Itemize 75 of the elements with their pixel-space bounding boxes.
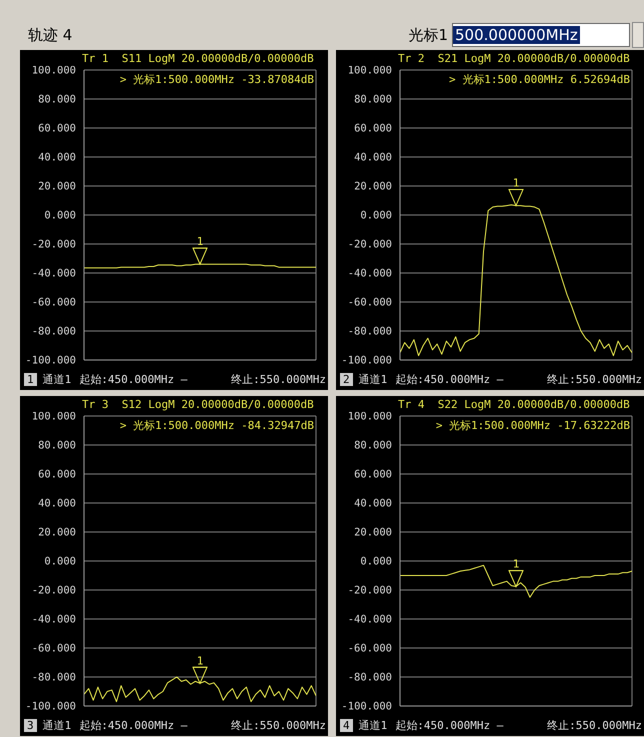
text: 3 [24, 719, 37, 732]
annotation: > 光标1:500.000MHz 6.52694dB [449, 72, 630, 87]
y-tick-label: -80.000 [348, 326, 392, 338]
chart-title: Tr 3 S12 LogM 20.00000dB/0.00000dB [82, 398, 314, 411]
y-tick-label: 80.000 [38, 94, 76, 106]
y-tick-label: 40.000 [354, 152, 392, 164]
text: 终止:550.000MHz [231, 372, 326, 387]
y-tick-label: -60.000 [32, 642, 76, 655]
y-tick-label: -20.000 [348, 584, 392, 597]
text: 通道1 [358, 372, 388, 387]
y-tick-label: 80.000 [354, 440, 392, 452]
text: 轨迹 4 [28, 26, 72, 44]
text: 起始:450.000MHz — [79, 718, 188, 733]
y-tick-label: 100.000 [32, 64, 76, 77]
y-tick-label: 60.000 [38, 468, 76, 481]
y-tick-label: 100.000 [348, 64, 392, 77]
y-tick-label: 100.000 [348, 410, 392, 423]
text: 终止:550.000MHz [231, 718, 326, 733]
y-tick-label: -40.000 [348, 614, 392, 626]
y-tick-label: 60.000 [38, 122, 76, 135]
text: 1 [24, 373, 37, 386]
y-tick-label: 40.000 [354, 498, 392, 510]
y-tick-label: 40.000 [38, 498, 76, 510]
y-tick-label: 20.000 [354, 526, 392, 539]
annotation: > 光标1:500.000MHz -33.87084dB [120, 72, 314, 87]
y-tick-label: -60.000 [348, 642, 392, 655]
y-tick-label: -40.000 [32, 268, 76, 280]
text: 通道1 [358, 718, 388, 733]
y-tick-label: -80.000 [32, 672, 76, 684]
text: 光标1 [408, 26, 448, 44]
text: 4 [340, 719, 353, 732]
y-tick-label: 60.000 [354, 122, 392, 135]
text: 起始:450.000MHz — [395, 372, 504, 387]
text: 通道1 [42, 372, 72, 387]
y-tick-label: -100.000 [341, 700, 392, 713]
annotation: 1 [512, 176, 520, 190]
annotation: > 光标1:500.000MHz -84.32947dB [120, 418, 314, 433]
y-tick-label: -20.000 [348, 238, 392, 251]
text: 起始:450.000MHz — [395, 718, 504, 733]
annotation: > 光标1:500.000MHz -17.63222dB [436, 418, 630, 433]
y-tick-label: -80.000 [32, 326, 76, 338]
y-tick-label: -100.000 [341, 354, 392, 367]
text: 2 [340, 373, 353, 386]
y-tick-label: -20.000 [32, 238, 76, 251]
y-tick-label: 0.000 [44, 556, 76, 568]
y-tick-label: 60.000 [354, 468, 392, 481]
text: 通道1 [42, 718, 72, 733]
y-tick-label: 0.000 [360, 556, 392, 568]
chart-title: Tr 1 S11 LogM 20.00000dB/0.00000dB [82, 52, 314, 65]
annotation: 1 [512, 558, 520, 571]
y-tick-label: -80.000 [348, 672, 392, 684]
y-tick-label: -60.000 [32, 296, 76, 309]
annotation: 1 [196, 235, 204, 248]
text: 起始:450.000MHz — [79, 372, 188, 387]
y-tick-label: -100.000 [25, 354, 76, 367]
text: 500.000000MHz [453, 26, 580, 44]
text: 终止:550.000MHz [547, 718, 642, 733]
y-tick-label: 20.000 [354, 180, 392, 193]
y-tick-label: -20.000 [32, 584, 76, 597]
y-tick-label: 0.000 [360, 210, 392, 222]
y-tick-label: 80.000 [354, 94, 392, 106]
y-tick-label: 0.000 [44, 210, 76, 222]
y-tick-label: -60.000 [348, 296, 392, 309]
y-tick-label: 80.000 [38, 440, 76, 452]
y-tick-label: 20.000 [38, 526, 76, 539]
y-tick-label: -40.000 [32, 614, 76, 626]
text: 终止:550.000MHz [547, 372, 642, 387]
y-tick-label: 20.000 [38, 180, 76, 193]
y-tick-label: -40.000 [348, 268, 392, 280]
y-tick-label: 40.000 [38, 152, 76, 164]
annotation: 1 [196, 654, 204, 668]
chart-title: Tr 2 S21 LogM 20.00000dB/0.00000dB [398, 52, 630, 65]
y-tick-label: 100.000 [32, 410, 76, 423]
y-tick-label: -100.000 [25, 700, 76, 713]
chart-title: Tr 4 S22 LogM 20.00000dB/0.00000dB [398, 398, 630, 411]
